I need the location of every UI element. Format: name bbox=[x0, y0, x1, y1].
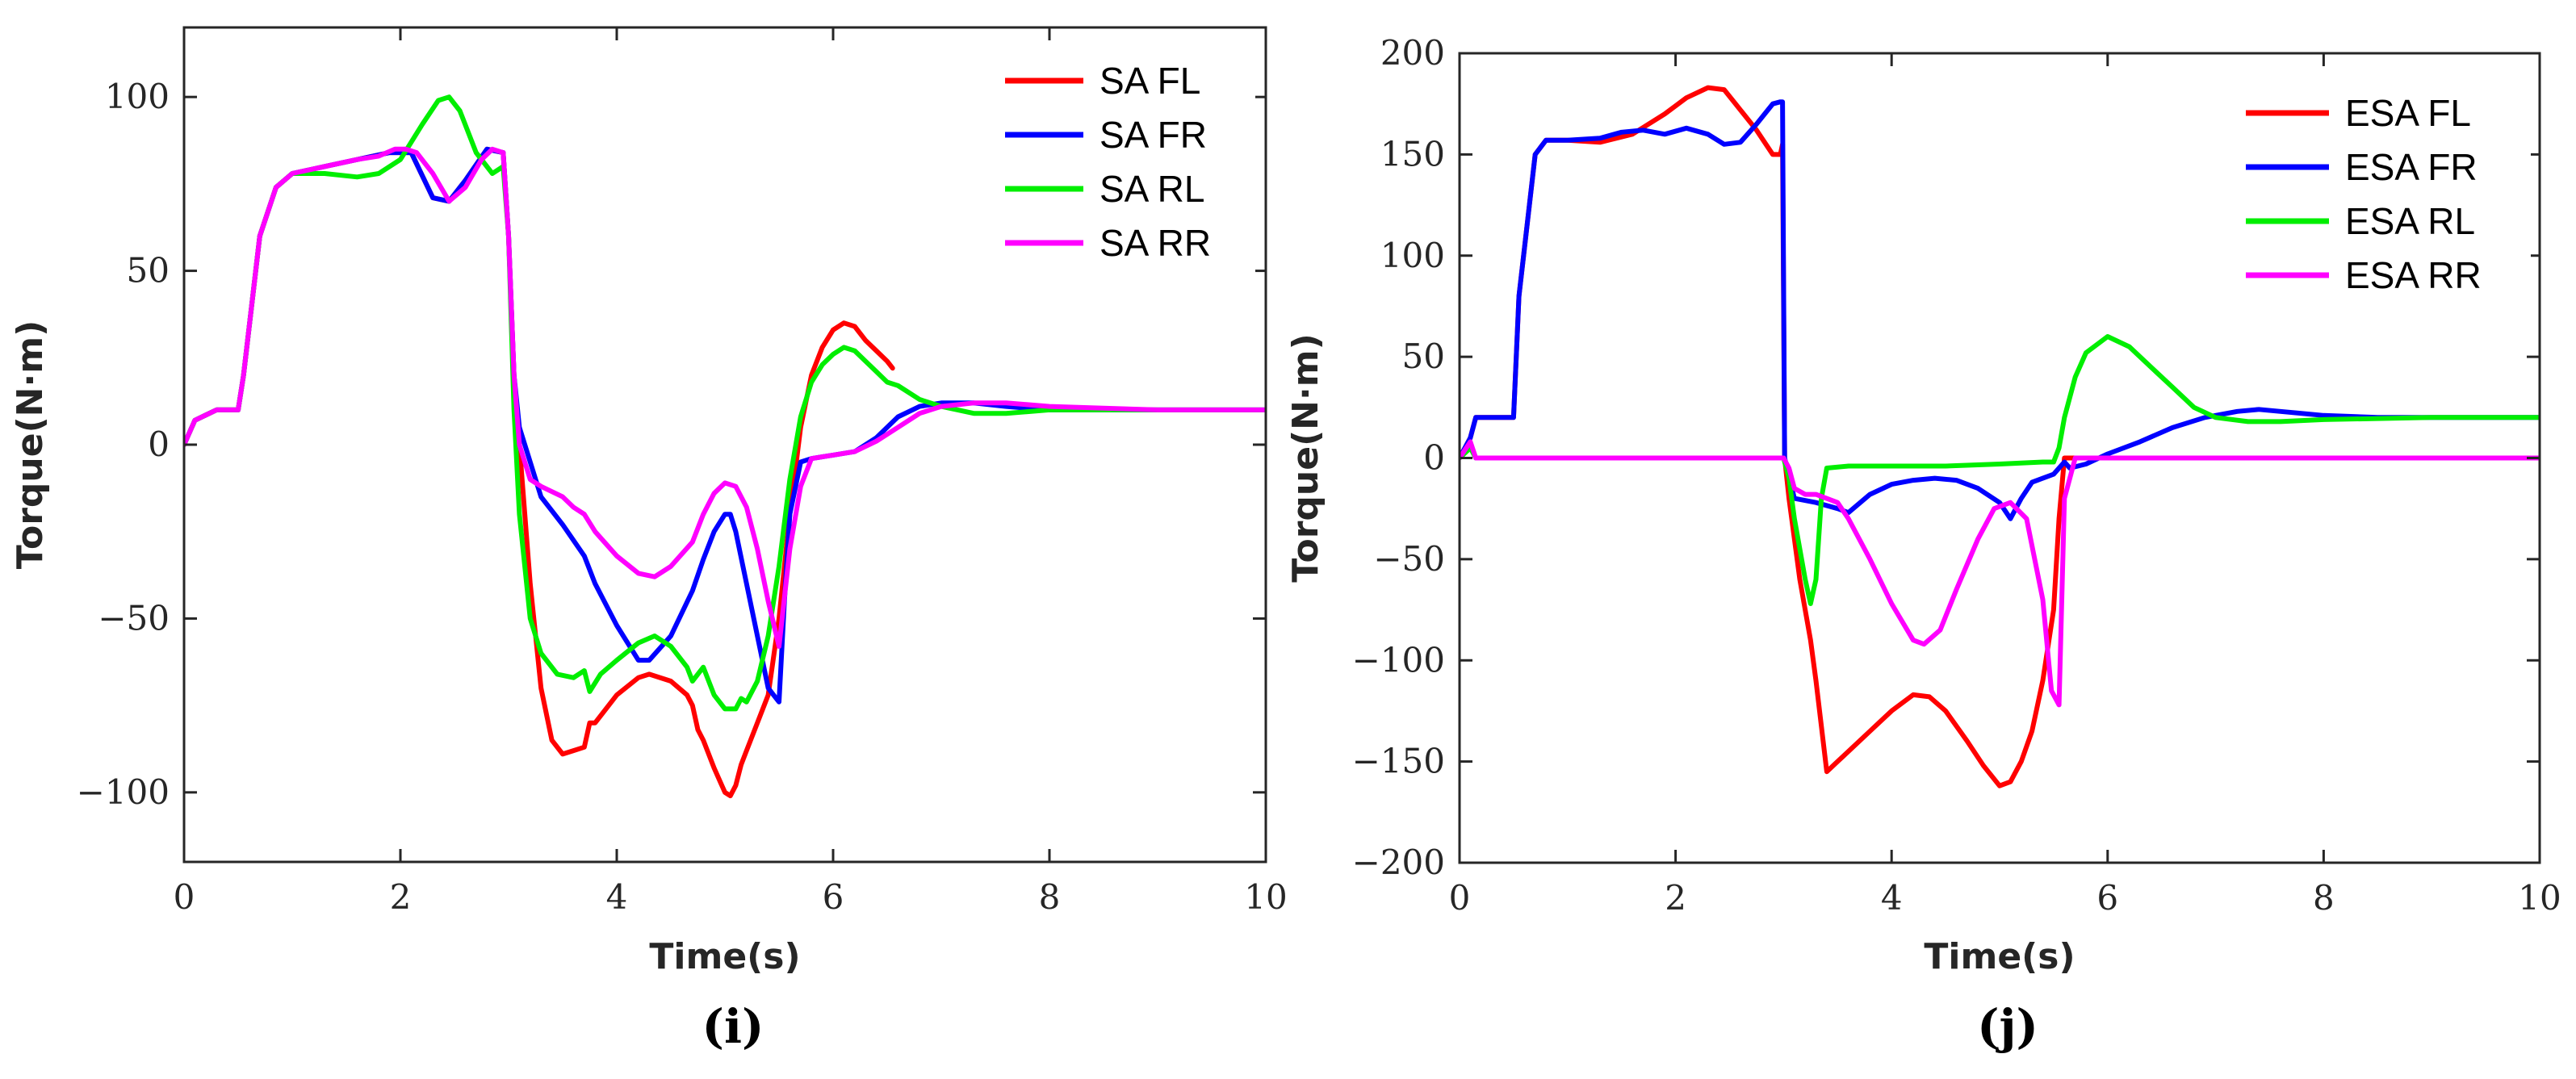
series-line-sa-fl bbox=[184, 146, 895, 799]
legend-label: ESA RR bbox=[2345, 254, 2482, 296]
x-tick-label: 8 bbox=[1039, 877, 1061, 917]
y-tick-label: 200 bbox=[1380, 33, 1445, 73]
y-tick-label: −150 bbox=[1352, 742, 1445, 781]
x-axis-label-i: Time(s) bbox=[649, 936, 800, 977]
y-tick-label: 50 bbox=[1402, 337, 1445, 376]
x-axis-label-j: Time(s) bbox=[1924, 936, 2075, 977]
x-tick-label: 0 bbox=[174, 877, 195, 917]
series-line-esa-fr bbox=[1460, 99, 2540, 521]
y-tick-label: −50 bbox=[1373, 539, 1445, 579]
x-tick-label: 8 bbox=[2313, 878, 2335, 918]
legend-entry: ESA RL bbox=[2246, 200, 2475, 242]
y-axis-label-i: Torque(N·m) bbox=[10, 320, 51, 569]
x-tick-label: 10 bbox=[1244, 877, 1287, 917]
x-tick-label: 4 bbox=[606, 877, 628, 917]
panel-i: 0 2 4 6 8 10 −100 −50 0 50 100 Time(s) Torque(N·m)… bbox=[10, 26, 1288, 1054]
x-tick-label: 0 bbox=[1449, 878, 1471, 918]
x-tick-label: 6 bbox=[823, 877, 844, 917]
x-tick-label: 6 bbox=[2096, 878, 2118, 918]
y-tick-label: 100 bbox=[1380, 236, 1445, 275]
legend-label: ESA FL bbox=[2345, 92, 2471, 134]
legend-label: ESA RL bbox=[2345, 200, 2475, 242]
x-tick-label: 10 bbox=[2518, 878, 2561, 918]
legend-label: SA RL bbox=[1100, 168, 1204, 210]
x-tick-label: 4 bbox=[1881, 878, 1903, 918]
y-tick-label: −200 bbox=[1352, 843, 1445, 882]
y-tick-label: −100 bbox=[1352, 640, 1445, 680]
panel-j: 0 2 4 6 8 10 −200 −150 −100 −50 0 50 100 150 200 Time(… bbox=[1285, 33, 2561, 1054]
x-tick-label: 2 bbox=[1665, 878, 1686, 918]
y-tick-label: −100 bbox=[77, 772, 170, 812]
legend-label: SA RR bbox=[1100, 222, 1211, 264]
series-line-esa-rl bbox=[1460, 334, 2540, 606]
y-tick-label: 100 bbox=[105, 77, 170, 116]
y-tick-label: 50 bbox=[127, 251, 170, 291]
legend-entry: SA FR bbox=[1005, 114, 1207, 156]
ticks-j: 0 2 4 6 8 10 −200 −150 −100 −50 0 50 100 150 200 bbox=[1352, 33, 2561, 918]
legend-entry: ESA FL bbox=[2246, 92, 2471, 134]
series-group-i bbox=[184, 94, 1266, 799]
legend-entry: ESA RR bbox=[2246, 254, 2482, 296]
y-tick-label: 0 bbox=[1423, 438, 1445, 478]
legend-label: SA FL bbox=[1100, 60, 1200, 102]
series-line-sa-rl bbox=[184, 94, 1266, 712]
series-line-sa-rr bbox=[184, 146, 1266, 649]
legend-entry: SA FL bbox=[1005, 60, 1200, 102]
panel-label-i: (i) bbox=[702, 999, 764, 1054]
x-tick-label: 2 bbox=[390, 877, 412, 917]
legend-entry: SA RR bbox=[1005, 222, 1211, 264]
ticks-i: 0 2 4 6 8 10 −100 −50 0 50 100 bbox=[77, 27, 1288, 917]
legend-j: ESA FL ESA FR ESA RL ESA RR bbox=[2236, 81, 2531, 315]
y-tick-label: 150 bbox=[1380, 134, 1445, 174]
legend-entry: SA RL bbox=[1005, 168, 1204, 210]
y-tick-label: 0 bbox=[148, 424, 170, 464]
legend-label: SA FR bbox=[1100, 114, 1207, 156]
series-line-esa-rr bbox=[1460, 439, 2540, 708]
panel-label-j: (j) bbox=[1977, 999, 2038, 1054]
legend-label: ESA FR bbox=[2345, 146, 2478, 188]
legend-entry: ESA FR bbox=[2246, 146, 2478, 188]
legend-i: SA FL SA FR SA RL SA RR bbox=[997, 50, 1255, 284]
y-tick-label: −50 bbox=[98, 598, 170, 638]
series-group-j bbox=[1460, 85, 2540, 788]
y-axis-label-j: Torque(N·m) bbox=[1285, 333, 1326, 582]
